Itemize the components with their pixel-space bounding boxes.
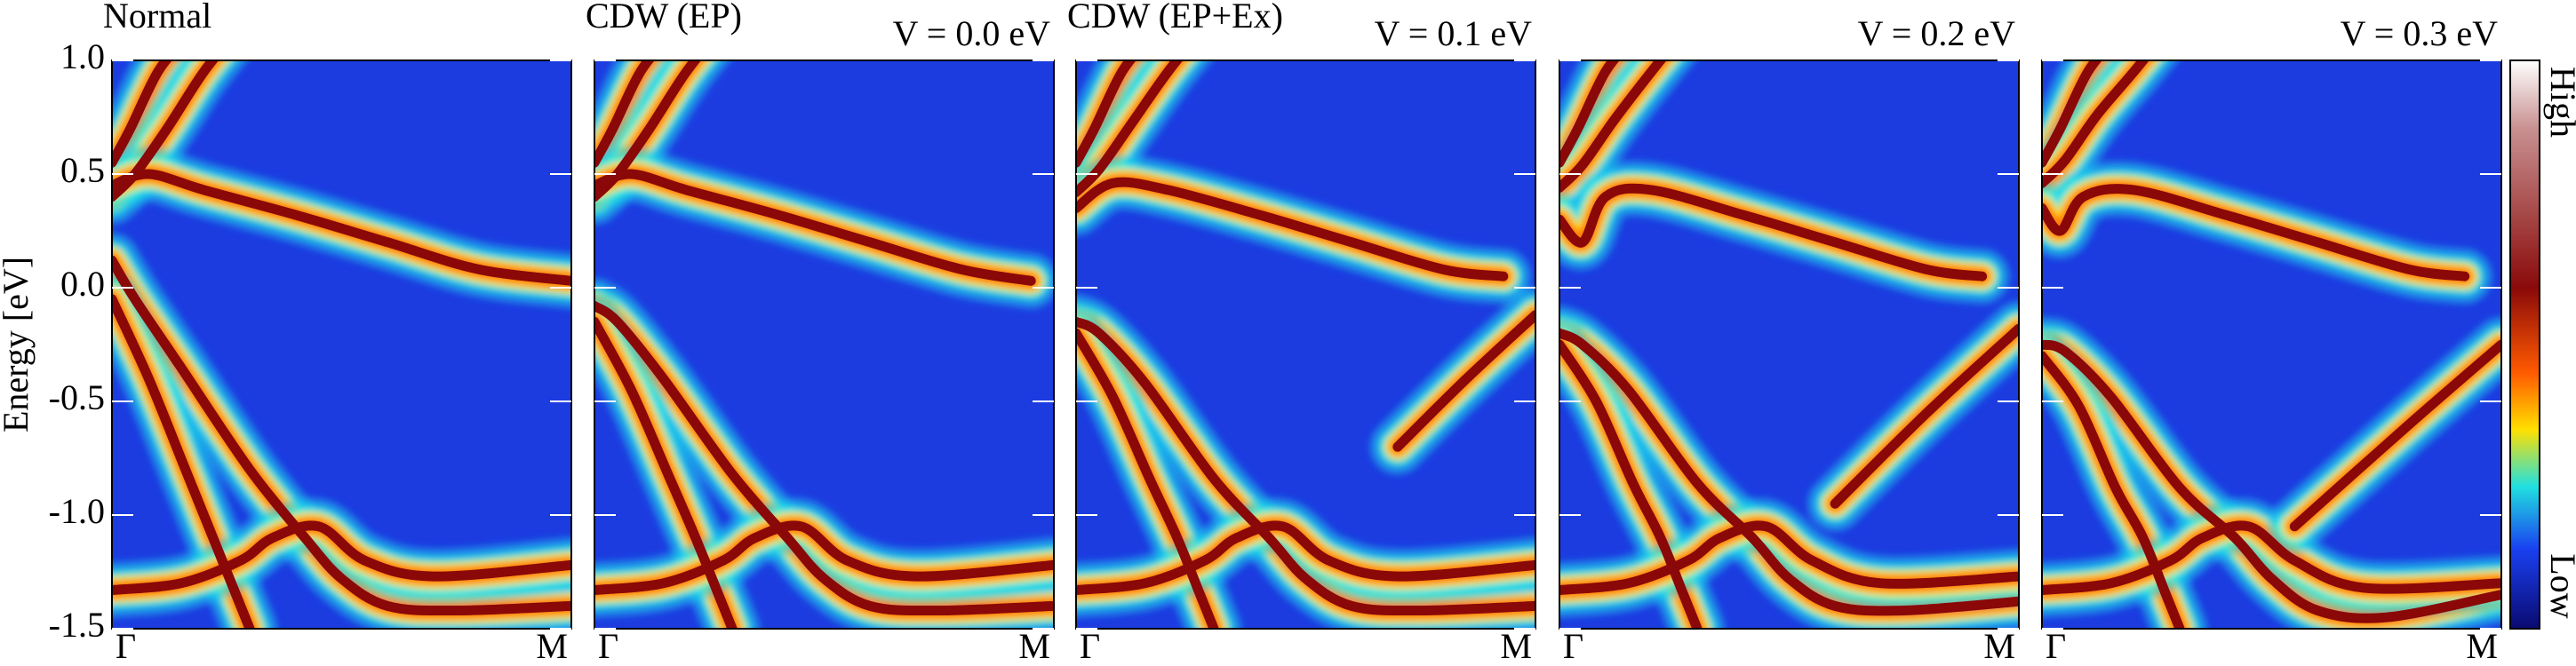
x-tick-label: M bbox=[1018, 626, 1050, 666]
colorbar bbox=[2509, 59, 2540, 630]
y-tick-label: -0.5 bbox=[49, 377, 105, 417]
band bbox=[1559, 520, 2019, 595]
x-tick-label: Γ bbox=[2046, 626, 2066, 666]
band bbox=[1559, 60, 1620, 168]
band bbox=[1559, 339, 1703, 629]
band bbox=[2042, 339, 2501, 623]
band bbox=[1076, 177, 1509, 281]
band bbox=[112, 255, 571, 616]
band bbox=[2042, 351, 2185, 629]
band bbox=[112, 60, 172, 168]
band bbox=[1559, 328, 2019, 616]
band bbox=[112, 520, 571, 595]
panel-annotation: V = 0.2 eV bbox=[1858, 13, 2015, 53]
panel bbox=[112, 60, 571, 629]
x-tick-label: Γ bbox=[1080, 626, 1100, 666]
panel-frame bbox=[2041, 59, 2502, 630]
band bbox=[1076, 520, 1535, 595]
band bbox=[1076, 316, 1535, 616]
band bbox=[1559, 183, 1988, 281]
x-tick-label: Γ bbox=[1563, 626, 1583, 666]
panel bbox=[1559, 60, 2019, 629]
band bbox=[1392, 310, 1535, 452]
band bbox=[112, 169, 571, 286]
panel bbox=[594, 60, 1054, 629]
panel-annotation: V = 0.0 eV bbox=[893, 13, 1050, 53]
band bbox=[1559, 60, 1667, 193]
colorbar-high: High bbox=[2543, 67, 2576, 138]
band bbox=[2042, 60, 2149, 188]
panel-title: CDW (EP+Ex) bbox=[1067, 0, 1283, 36]
band bbox=[2042, 184, 2470, 281]
bands bbox=[1076, 60, 1535, 629]
panel-title: Normal bbox=[103, 0, 211, 36]
band bbox=[1076, 60, 1136, 168]
x-tick-label: Γ bbox=[598, 626, 618, 666]
bands bbox=[1559, 60, 2019, 629]
panel-annotation: V = 0.1 eV bbox=[1375, 13, 1532, 53]
colorbar-low: Low bbox=[2543, 553, 2576, 618]
band bbox=[1076, 328, 1219, 629]
band bbox=[1076, 60, 1184, 197]
bands bbox=[112, 60, 571, 629]
y-tick-label: 1.0 bbox=[60, 36, 105, 76]
band bbox=[594, 300, 1054, 616]
band bbox=[594, 316, 738, 629]
x-tick-label: M bbox=[1500, 626, 1532, 666]
band bbox=[594, 520, 1054, 595]
x-tick-label: M bbox=[2466, 626, 2498, 666]
y-tick-label: 0.5 bbox=[60, 150, 105, 190]
panel-frame bbox=[1559, 59, 2020, 630]
panel-frame bbox=[1075, 59, 1536, 630]
band bbox=[594, 169, 1036, 286]
panel-frame bbox=[594, 59, 1055, 630]
panel bbox=[2042, 60, 2501, 629]
band bbox=[2042, 60, 2102, 168]
x-tick-label: M bbox=[536, 626, 568, 666]
bands bbox=[594, 60, 1054, 629]
band bbox=[1830, 323, 2019, 509]
bands bbox=[2042, 60, 2501, 629]
band bbox=[112, 294, 255, 629]
y-tick-label: -1.0 bbox=[49, 491, 105, 531]
band bbox=[594, 60, 655, 168]
y-tick-label: 0.0 bbox=[60, 264, 105, 304]
y-axis-label: Energy [eV] bbox=[0, 257, 36, 432]
x-tick-label: M bbox=[1983, 626, 2015, 666]
panel-annotation: V = 0.3 eV bbox=[2341, 13, 2498, 53]
band bbox=[2289, 339, 2501, 532]
y-tick-label: -1.5 bbox=[49, 605, 105, 645]
panel-frame bbox=[111, 59, 572, 630]
panel bbox=[1076, 60, 1535, 629]
band bbox=[2042, 520, 2501, 595]
panel-title: CDW (EP) bbox=[586, 0, 742, 36]
x-tick-label: Γ bbox=[116, 626, 136, 666]
